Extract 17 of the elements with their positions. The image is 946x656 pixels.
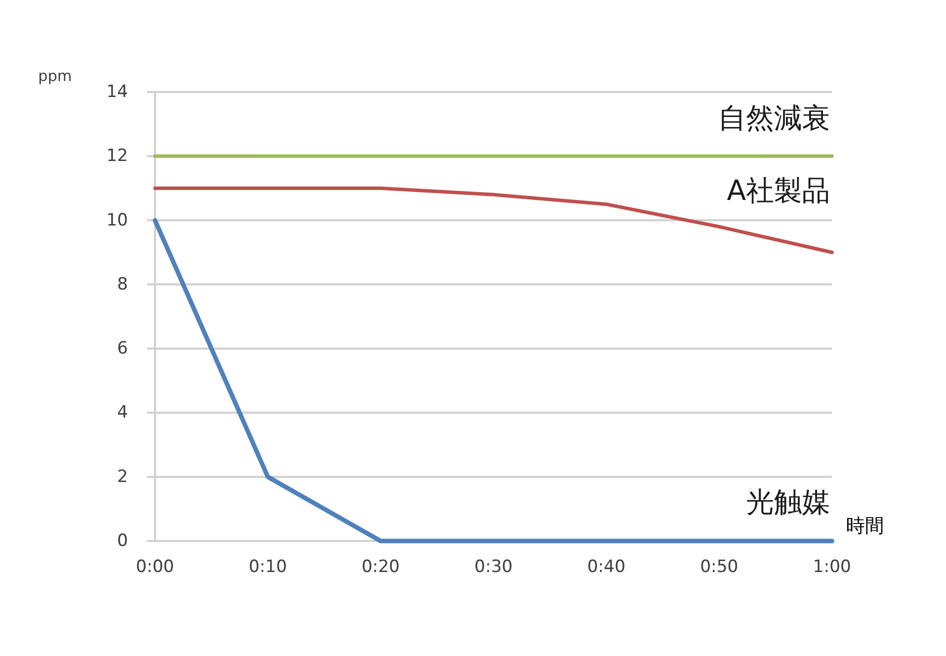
y-tick-label: 2 bbox=[117, 466, 128, 487]
x-tick-label: 0:00 bbox=[136, 557, 174, 577]
x-tick-label: 0:20 bbox=[362, 557, 400, 577]
y-tick-label: 8 bbox=[117, 274, 128, 294]
y-axis-title: ppm bbox=[38, 67, 72, 85]
y-tick-label: 12 bbox=[106, 146, 128, 166]
x-tick-label: 1:00 bbox=[812, 557, 852, 577]
x-tick-label: 0:40 bbox=[587, 557, 626, 577]
y-tick-label: 14 bbox=[106, 82, 128, 102]
y-tick-label: 10 bbox=[106, 210, 128, 230]
x-tick-label: 0:30 bbox=[474, 557, 513, 577]
y-tick-label: 6 bbox=[117, 338, 128, 359]
y-tick-label: 0 bbox=[117, 531, 128, 551]
x-tick-label: 0:50 bbox=[700, 557, 738, 577]
x-tick-label: 0:10 bbox=[248, 557, 287, 577]
x-axis-title: 時間 bbox=[846, 515, 884, 537]
y-tick-label: 4 bbox=[117, 402, 128, 423]
